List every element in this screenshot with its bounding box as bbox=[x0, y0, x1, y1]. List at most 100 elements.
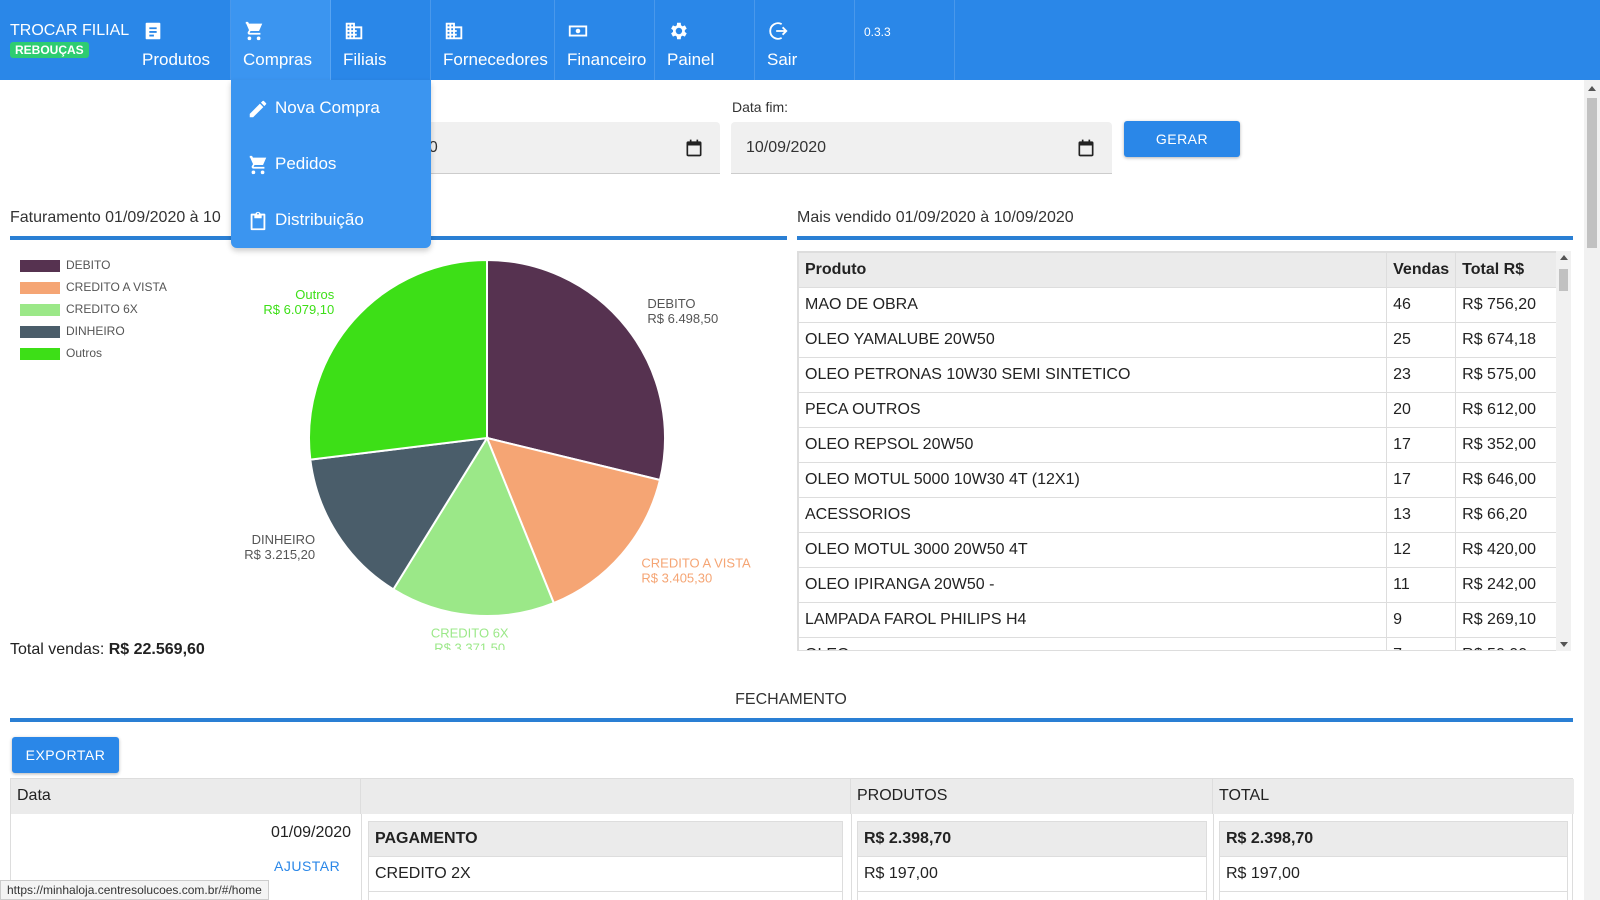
menu-item-label: Distribuição bbox=[275, 210, 364, 229]
nav-financeiro-label: Financeiro bbox=[567, 50, 647, 69]
pie-slice-credito-a-vista[interactable] bbox=[485, 436, 662, 605]
nav-produtos[interactable]: Produtos bbox=[130, 0, 231, 80]
cell-produto: MAO DE OBRA bbox=[798, 287, 1388, 323]
compras-dropdown-menu: Nova Compra Pedidos Distribuição bbox=[231, 80, 431, 248]
cell-total: R$ 352,00 bbox=[1455, 427, 1558, 463]
revenue-title: Faturamento 01/09/2020 à 10 bbox=[10, 209, 221, 226]
table-row[interactable]: OLEO MOTUL 3000 20W50 4T 12 R$ 420,00 bbox=[798, 532, 1558, 568]
legend-label: CREDITO 6X bbox=[66, 302, 138, 316]
column-divider bbox=[1213, 814, 1214, 900]
clipboard-icon bbox=[250, 211, 266, 231]
cell-total: R$ 50,00 bbox=[1455, 637, 1558, 650]
generate-button[interactable]: GERAR bbox=[1124, 121, 1240, 157]
col-header-produto[interactable]: Produto bbox=[798, 252, 1388, 288]
total-sales-value: R$ 22.569,60 bbox=[108, 641, 205, 658]
total-row: R$ 197,00 bbox=[1220, 857, 1567, 892]
nav-fornecedores[interactable]: Fornecedores bbox=[431, 0, 555, 80]
total-sales-label: Total vendas: bbox=[10, 641, 105, 658]
cell-total: R$ 420,00 bbox=[1455, 532, 1558, 568]
fechamento-divider bbox=[10, 718, 1573, 722]
cell-produto: OLEO REPSOL 20W50 bbox=[798, 427, 1388, 463]
menu-item-nova-compra[interactable]: Nova Compra bbox=[247, 96, 417, 124]
cell-vendas: 13 bbox=[1386, 497, 1457, 533]
table-row[interactable]: PECA OUTROS 20 R$ 612,00 bbox=[798, 392, 1558, 428]
page-scrollbar[interactable] bbox=[1584, 80, 1600, 900]
app-version: 0.3.3 bbox=[864, 25, 891, 39]
scroll-up-arrow[interactable] bbox=[1560, 255, 1568, 260]
pie-slice-credito-6x[interactable] bbox=[391, 435, 556, 617]
col-header-total: TOTAL bbox=[1213, 779, 1574, 814]
cell-total: R$ 674,18 bbox=[1455, 322, 1558, 358]
pie-slice-value: R$ 6.079,10 bbox=[263, 302, 334, 317]
legend-swatch bbox=[20, 348, 60, 360]
legend-label: DINHEIRO bbox=[66, 324, 125, 338]
cell-vendas: 20 bbox=[1386, 392, 1457, 428]
page-scroll-thumb[interactable] bbox=[1587, 98, 1597, 248]
menu-item-pedidos[interactable]: Pedidos bbox=[247, 152, 417, 180]
bestsellers-divider bbox=[797, 236, 1573, 240]
nav-painel[interactable]: Painel bbox=[655, 0, 755, 80]
calendar-icon[interactable] bbox=[684, 138, 704, 158]
end-date-field[interactable]: 10/09/2020 bbox=[731, 122, 1112, 174]
scroll-down-arrow[interactable] bbox=[1560, 642, 1568, 647]
export-button[interactable]: EXPORTAR bbox=[12, 737, 119, 773]
status-bar-url: https://minhaloja.centresolucoes.com.br/… bbox=[0, 880, 269, 900]
table-row[interactable]: OLEO7R$ 50,00 bbox=[798, 637, 1558, 650]
nav-filiais[interactable]: Filiais bbox=[331, 0, 431, 80]
nav-financeiro[interactable]: Financeiro bbox=[555, 0, 655, 80]
document-icon bbox=[145, 22, 161, 40]
legend-label: DEBITO bbox=[66, 258, 111, 272]
table-row[interactable]: OLEO REPSOL 20W50 17 R$ 352,00 bbox=[798, 427, 1558, 463]
pie-slice-label: Outros bbox=[295, 287, 335, 302]
cell-total: R$ 242,00 bbox=[1455, 567, 1558, 603]
col-header-total[interactable]: Total R$ bbox=[1455, 252, 1558, 288]
bestsellers-table-container[interactable]: Produto Vendas Total R$ MAO DE OBRA 46 R$ … bbox=[797, 251, 1571, 651]
nav-sair[interactable]: Sair bbox=[755, 0, 855, 80]
table-row[interactable]: LAMPADA FAROL PHILIPS H4 9 R$ 269,10 bbox=[798, 602, 1558, 638]
pie-slice-dinheiro[interactable] bbox=[309, 436, 489, 591]
cell-total: R$ 646,00 bbox=[1455, 462, 1558, 498]
adjust-link[interactable]: AJUSTAR bbox=[274, 858, 341, 874]
col-header-vendas[interactable]: Vendas bbox=[1386, 252, 1457, 288]
calendar-icon[interactable] bbox=[1076, 138, 1096, 158]
cell-vendas: 25 bbox=[1386, 322, 1457, 358]
end-date-label: Data fim: bbox=[732, 99, 789, 115]
table-header-row: Produto Vendas Total R$ bbox=[798, 252, 1558, 288]
nav-sair-label: Sair bbox=[767, 50, 798, 69]
menu-item-distribuicao[interactable]: Distribuição bbox=[247, 208, 417, 236]
produtos-header: R$ 2.398,70 bbox=[858, 822, 1206, 857]
cell-vendas: 7 bbox=[1386, 637, 1457, 650]
table-row[interactable]: OLEO PETRONAS 10W30 SEMI SINTETICO 23 R$ 5… bbox=[798, 357, 1558, 393]
col-header-blank bbox=[361, 779, 851, 814]
table-row[interactable]: OLEO MOTUL 5000 10W30 4T (12X1) 17 R$ 646,… bbox=[798, 462, 1558, 498]
pie-slice-debito[interactable] bbox=[486, 258, 666, 482]
col-header-data: Data bbox=[11, 779, 361, 814]
table-row[interactable]: MAO DE OBRA 46 R$ 756,20 bbox=[798, 287, 1558, 323]
nav-compras[interactable]: Compras bbox=[231, 0, 331, 80]
legend-swatch bbox=[20, 260, 60, 272]
total-sales: Total vendas: R$ 22.569,60 bbox=[10, 641, 205, 659]
bestsellers-table: Produto Vendas Total R$ MAO DE OBRA 46 R$ … bbox=[798, 252, 1558, 650]
cell-produto: OLEO MOTUL 5000 10W30 4T (12X1) bbox=[798, 462, 1388, 498]
table-row[interactable]: ACESSORIOS 13 R$ 66,20 bbox=[798, 497, 1558, 533]
pie-slice-label: CREDITO 6X bbox=[431, 625, 509, 640]
pie-slice-label: DINHEIRO bbox=[252, 532, 316, 547]
page-scroll-up-arrow[interactable] bbox=[1588, 86, 1596, 91]
end-date-value: 10/09/2020 bbox=[746, 139, 827, 156]
produtos-subtable: R$ 2.398,70 R$ 197,00 bbox=[857, 821, 1207, 900]
table-scrollbar[interactable] bbox=[1556, 251, 1571, 651]
scroll-thumb[interactable] bbox=[1559, 269, 1568, 291]
start-date-field[interactable]: 20 bbox=[405, 122, 720, 174]
nav-produtos-label: Produtos bbox=[142, 50, 211, 69]
table-row[interactable]: OLEO YAMALUBE 20W50 25 R$ 674,18 bbox=[798, 322, 1558, 358]
pie-slice-value: R$ 3.215,20 bbox=[244, 547, 315, 562]
table-row[interactable]: OLEO IPIRANGA 20W50 -11 R$ 242,00 bbox=[798, 567, 1558, 603]
switch-branch-link[interactable]: TROCAR FILIAL bbox=[10, 22, 130, 39]
cell-total: R$ 66,20 bbox=[1455, 497, 1558, 533]
cell-vendas: 17 bbox=[1386, 462, 1457, 498]
building-icon bbox=[445, 22, 463, 40]
nav-filiais-label: Filiais bbox=[343, 50, 387, 69]
pie-slice-outros[interactable] bbox=[308, 258, 488, 461]
